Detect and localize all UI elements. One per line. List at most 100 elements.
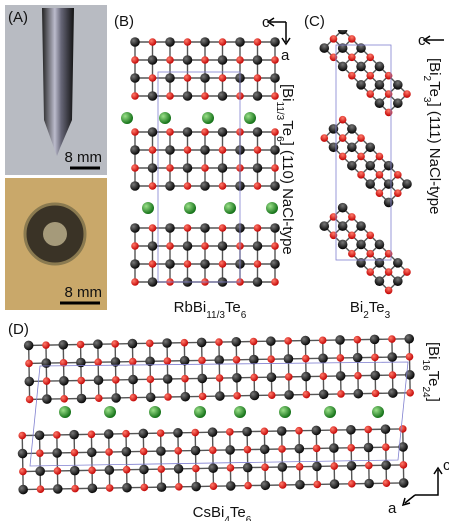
bi-atom — [370, 370, 380, 380]
text-part: Te — [426, 81, 443, 97]
te-atom — [106, 484, 114, 492]
te-atom — [336, 354, 344, 362]
cation-atom — [59, 406, 71, 418]
bi-atom — [163, 374, 173, 384]
bi-atom — [208, 427, 218, 437]
formula: Bi2Te3 — [350, 299, 391, 321]
te-atom — [296, 463, 304, 471]
te-atom — [71, 449, 79, 457]
cation-atom — [104, 406, 116, 418]
te-atom — [330, 462, 338, 470]
text-part: Te — [225, 299, 241, 316]
bi-atom — [173, 428, 183, 438]
te-atom — [140, 484, 148, 492]
bi-atom — [197, 338, 207, 348]
te-atom — [364, 426, 372, 434]
te-atom — [347, 444, 355, 452]
text-part: ] (110) NaCl-type — [279, 142, 296, 255]
bi-atom — [130, 73, 140, 83]
bi-atom — [266, 336, 276, 346]
bi-atom — [301, 372, 311, 382]
bi-atom — [104, 429, 114, 439]
bi-atom — [381, 460, 391, 470]
te-atom — [198, 357, 206, 365]
bi-atom — [284, 354, 294, 364]
text-part: Te — [369, 299, 385, 316]
bi-atom — [318, 353, 328, 363]
text-part: Te — [425, 371, 442, 387]
slab — [317, 201, 413, 297]
te-atom — [105, 448, 113, 456]
bi-atom — [52, 448, 62, 458]
bi-atom — [200, 181, 210, 191]
te-atom — [129, 358, 137, 366]
te-atom — [149, 74, 157, 82]
te-atom — [163, 357, 171, 365]
bi-atom — [347, 461, 357, 471]
te-atom — [271, 92, 279, 100]
bi2te3 — [317, 23, 413, 297]
bi-atom — [165, 259, 175, 269]
cation-atom — [184, 202, 196, 214]
bi-atom — [165, 145, 175, 155]
cation-atom — [121, 112, 133, 124]
te-atom — [26, 396, 34, 404]
te-atom — [254, 182, 262, 190]
bi-atom — [253, 127, 263, 137]
bi-atom — [253, 163, 263, 173]
te-atom — [330, 426, 338, 434]
bi-atom — [260, 444, 270, 454]
te-atom — [254, 224, 262, 232]
te-atom — [60, 395, 68, 403]
bi-atom — [130, 259, 140, 269]
bi-atom — [183, 127, 193, 137]
te-atom — [111, 340, 119, 348]
quintuple — [317, 113, 413, 209]
te-atom — [261, 463, 269, 471]
text-part: [Bi — [279, 84, 296, 102]
quintuple — [317, 23, 413, 119]
bi-atom — [218, 127, 228, 137]
axis-label: a — [281, 47, 290, 64]
text-part: [Bi — [426, 58, 443, 76]
bi-atom — [200, 145, 210, 155]
quintuple — [317, 201, 413, 297]
te-atom — [406, 353, 414, 361]
te-atom — [302, 355, 310, 363]
bi-atom — [191, 482, 201, 492]
figure: (A)(B)(C)(D)8 mm8 mmcacca[Bi11/3Te6] (11… — [0, 0, 449, 521]
te-atom — [174, 447, 182, 455]
te-atom — [399, 425, 407, 433]
te-atom — [271, 164, 279, 172]
te-atom — [112, 376, 120, 384]
bi-atom — [243, 463, 253, 473]
bi-atom — [270, 73, 280, 83]
bi-atom — [370, 334, 380, 344]
te-atom — [337, 390, 345, 398]
te-atom — [267, 355, 275, 363]
bi-atom — [18, 449, 28, 459]
bi-atom — [388, 388, 398, 398]
te-atom — [122, 430, 130, 438]
bi-atom — [58, 340, 68, 350]
te-atom — [295, 427, 303, 435]
bi-atom — [267, 372, 277, 382]
slab-label: [Bi16Te24] — [421, 342, 443, 402]
cation-atom — [159, 112, 171, 124]
bi-atom — [165, 73, 175, 83]
bi-atom — [139, 465, 149, 475]
te-atom — [268, 391, 276, 399]
axis-label: a — [388, 500, 397, 517]
bi-atom — [270, 37, 280, 47]
bi-atom — [214, 355, 224, 365]
scale-bar-label: 8 mm — [65, 284, 103, 301]
te-atom — [271, 56, 279, 64]
te-atom — [88, 430, 96, 438]
bi-atom — [335, 335, 345, 345]
te-atom — [192, 465, 200, 473]
bi-atom — [346, 425, 356, 435]
te-atom — [71, 485, 79, 493]
bi-atom — [128, 339, 138, 349]
bi-atom — [277, 462, 287, 472]
bi-atom — [69, 430, 79, 440]
